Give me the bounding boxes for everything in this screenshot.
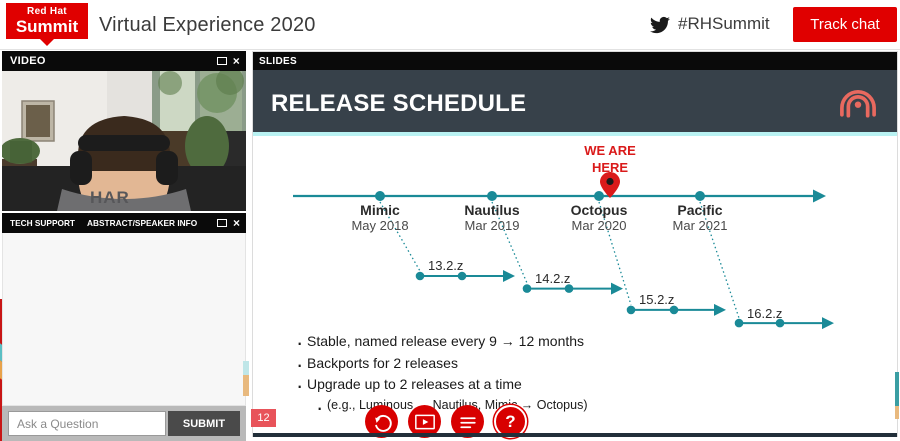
svg-text:HAR: HAR (90, 188, 130, 207)
